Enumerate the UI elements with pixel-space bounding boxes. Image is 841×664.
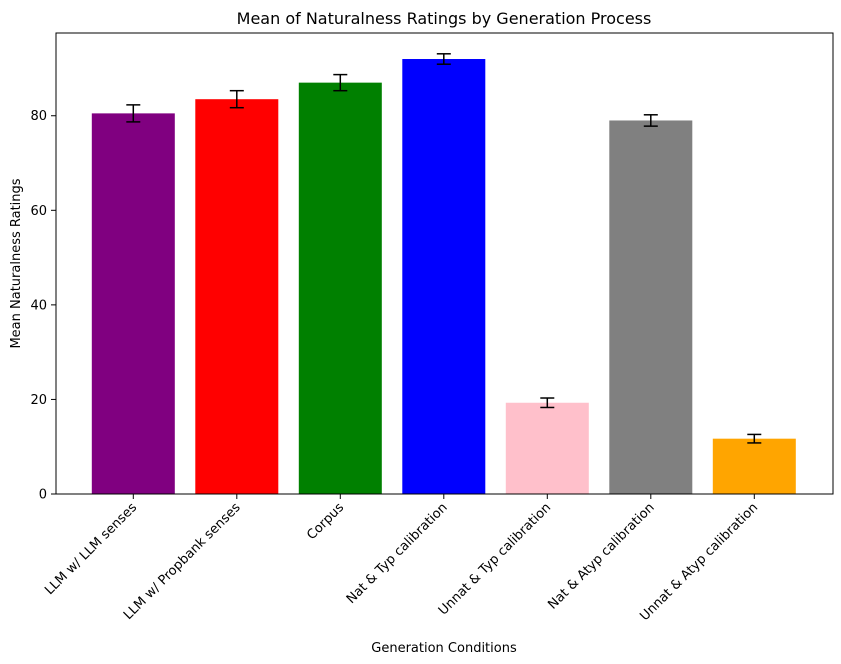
x-tick-label-0: LLM w/ LLM senses — [42, 500, 140, 598]
plot-frame — [55, 32, 834, 495]
error-bar-2 — [333, 73, 348, 92]
x-tick-label-4: Unnat & Typ calibration — [436, 500, 554, 618]
bar-0 — [91, 113, 175, 494]
error-bar-6 — [747, 433, 762, 444]
x-tick-label-3: Nat & Typ calibration — [344, 500, 451, 607]
y-tick-label-3: 60 — [30, 204, 47, 219]
bar-6 — [712, 438, 796, 494]
bar-3 — [402, 59, 486, 494]
bar-1 — [195, 99, 279, 494]
x-tick-label-2: Corpus — [304, 500, 347, 543]
error-bars-group — [126, 53, 762, 444]
y-axis-label: Mean Naturalness Ratings — [9, 178, 24, 348]
chart-title: Mean of Naturalness Ratings by Generatio… — [237, 9, 652, 28]
x-tick-label-1: LLM w/ Propbank senses — [121, 500, 244, 623]
bar-4 — [505, 402, 589, 494]
y-tick-label-0: 0 — [39, 488, 47, 503]
bars-group — [91, 59, 796, 495]
x-tick-label-6: Unnat & Atyp calibration — [637, 500, 761, 624]
y-tick-label-2: 40 — [30, 298, 47, 313]
x-axis-label: Generation Conditions — [371, 641, 517, 656]
error-bar-4 — [540, 397, 555, 409]
bar-2 — [298, 82, 382, 495]
error-bar-0 — [126, 104, 141, 123]
error-bar-5 — [643, 114, 658, 127]
y-axis: 0 20 40 60 80 — [30, 109, 56, 503]
y-tick-label-4: 80 — [30, 109, 47, 124]
error-bar-3 — [436, 53, 451, 65]
error-bar-1 — [229, 89, 244, 109]
x-tick-label-5: Nat & Atyp calibration — [545, 500, 657, 612]
y-tick-label-1: 20 — [30, 393, 47, 408]
bar-5 — [609, 120, 693, 494]
